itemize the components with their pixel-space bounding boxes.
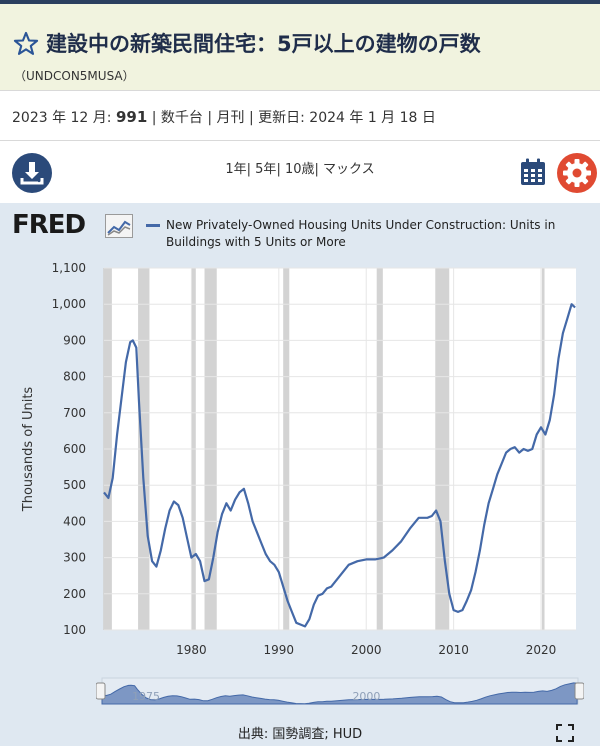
- x-tick-label: 1980: [176, 643, 207, 657]
- x-tick-label: 2010: [438, 643, 469, 657]
- x-tick-label: 2020: [526, 643, 557, 657]
- x-tick-label: 1990: [264, 643, 295, 657]
- divider: [0, 140, 600, 141]
- divider: [0, 90, 600, 91]
- source-note: 出典: 国勢調査; HUD: [237, 727, 363, 742]
- legend-label: New Privately-Owned Housing Units Under …: [166, 218, 556, 249]
- calendar-icon[interactable]: [520, 158, 546, 186]
- observation-details: | 数千台 | 月刊 | 更新日: 2024 年 1 月 18 日: [147, 110, 436, 126]
- top-bar: [0, 0, 600, 4]
- observation-date: 2023 年 12 月:: [12, 110, 116, 126]
- observation-meta: 2023 年 12 月: 991 | 数千台 | 月刊 | 更新日: 2024 …: [12, 107, 436, 127]
- line-chart: 100 200 300 400 500 600 700 800 900 1,000 1,100 198…: [21, 261, 576, 657]
- y-tick-label: 500: [63, 478, 86, 492]
- y-tick-label: 400: [63, 514, 86, 528]
- range-10y[interactable]: 10歳: [284, 162, 315, 177]
- range-navigator[interactable]: 1975 2000: [96, 676, 584, 706]
- y-tick-label: 1,100: [52, 261, 86, 275]
- download-button[interactable]: [12, 153, 52, 193]
- fullscreen-icon[interactable]: [556, 724, 574, 742]
- logo-graph-icon: [105, 214, 133, 238]
- data-line: [103, 303, 576, 628]
- range-1y[interactable]: 1年: [225, 162, 247, 177]
- y-tick-label: 1,000: [52, 297, 86, 311]
- navigator-handle-right[interactable]: [574, 682, 584, 700]
- y-tick-label: 200: [63, 587, 86, 601]
- star-icon[interactable]: [12, 30, 40, 58]
- y-tick-label: 700: [63, 406, 86, 420]
- gear-icon: [563, 159, 591, 187]
- date-range-selector: 1年| 5年| 10歳| マックス: [225, 162, 375, 177]
- y-tick-label: 900: [63, 333, 86, 347]
- y-tick-label: 100: [63, 623, 86, 637]
- settings-button[interactable]: [557, 153, 597, 193]
- navigator-label: 1975: [132, 690, 160, 703]
- y-tick-label: 800: [63, 370, 86, 384]
- navigator-handle-left[interactable]: [96, 682, 106, 700]
- x-tick-label: 2000: [351, 643, 382, 657]
- page-title: 建設中の新築民間住宅：5戸以上の建物の戸数: [46, 32, 481, 56]
- range-max[interactable]: マックス: [323, 162, 375, 177]
- fred-logo: FRED: [12, 210, 86, 240]
- y-axis-label: Thousands of Units: [21, 387, 36, 513]
- legend-swatch: [146, 224, 160, 227]
- y-tick-label: 300: [63, 551, 86, 565]
- observation-value: 991: [115, 108, 148, 126]
- y-tick-label: 600: [63, 442, 86, 456]
- title-header: 建設中の新築民間住宅：5戸以上の建物の戸数 （UNDCON5MUSA）: [0, 4, 600, 90]
- series-id: （UNDCON5MUSA）: [14, 69, 135, 83]
- navigator-series: [101, 682, 578, 705]
- navigator-label: 2000: [352, 690, 380, 703]
- download-icon: [20, 162, 44, 185]
- range-5y[interactable]: 5年: [255, 162, 277, 177]
